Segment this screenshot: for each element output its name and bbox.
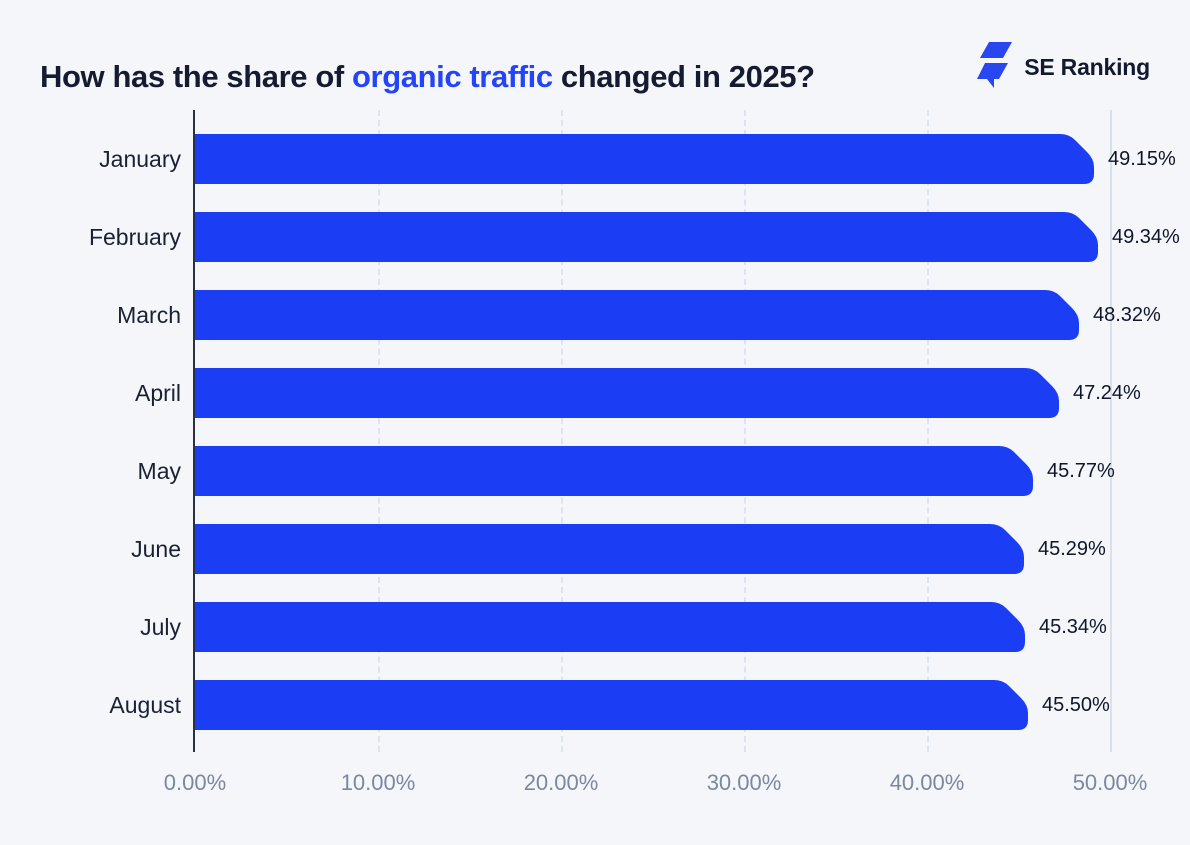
category-label-january: January [99,146,181,172]
bar-may [195,446,1033,496]
page-title: How has the share of organic traffic cha… [40,59,815,95]
value-label-august: 45.50% [1042,694,1110,716]
bar-february [195,212,1098,262]
category-label-august: August [109,692,181,718]
se-ranking-flash-icon [976,40,1013,95]
gridline-50 [1110,110,1112,752]
title-highlight: organic traffic [352,58,553,94]
brand-name: SE Ranking [1024,54,1150,80]
gridline-10 [378,110,380,752]
category-label-february: February [88,224,181,250]
value-label-june: 45.29% [1038,538,1106,560]
x-tick-10: 10.00% [340,770,416,795]
y-axis-labels: January February March April May June July Augu… [0,110,181,752]
category-label-april: April [134,380,181,406]
bar-june [195,524,1024,574]
x-tick-40: 40.00% [889,770,965,795]
plot-area: 49.15% 49.34% 48.32% 47.24% 45.77% 45.29% 45.3… [193,110,1180,752]
value-label-july: 45.34% [1039,616,1107,638]
category-label-march: March [117,302,181,328]
y-axis-line [193,110,195,752]
gridline-30 [744,110,746,752]
category-label-june: June [131,536,181,562]
x-tick-50: 50.00% [1072,770,1148,795]
bar-march [195,290,1079,340]
category-label-july: July [140,614,181,640]
brand-logo: SE Ranking [976,40,1150,95]
x-tick-0: 0.00% [163,770,227,795]
gridline-20 [561,110,563,752]
value-label-may: 45.77% [1047,460,1115,482]
bar-august [195,680,1028,730]
value-label-april: 47.24% [1073,382,1141,404]
value-label-march: 48.32% [1093,304,1161,326]
x-tick-20: 20.00% [523,770,599,795]
title-suffix: changed in 2025? [552,58,815,94]
bar-january [195,134,1094,184]
bar-april [195,368,1059,418]
value-label-february: 49.34% [1112,226,1180,248]
gridline-40 [927,110,929,752]
bar-july [195,602,1025,652]
category-label-may: May [137,458,181,484]
x-tick-30: 30.00% [706,770,782,795]
value-label-january: 49.15% [1108,148,1176,170]
title-prefix: How has the share of [40,58,352,94]
